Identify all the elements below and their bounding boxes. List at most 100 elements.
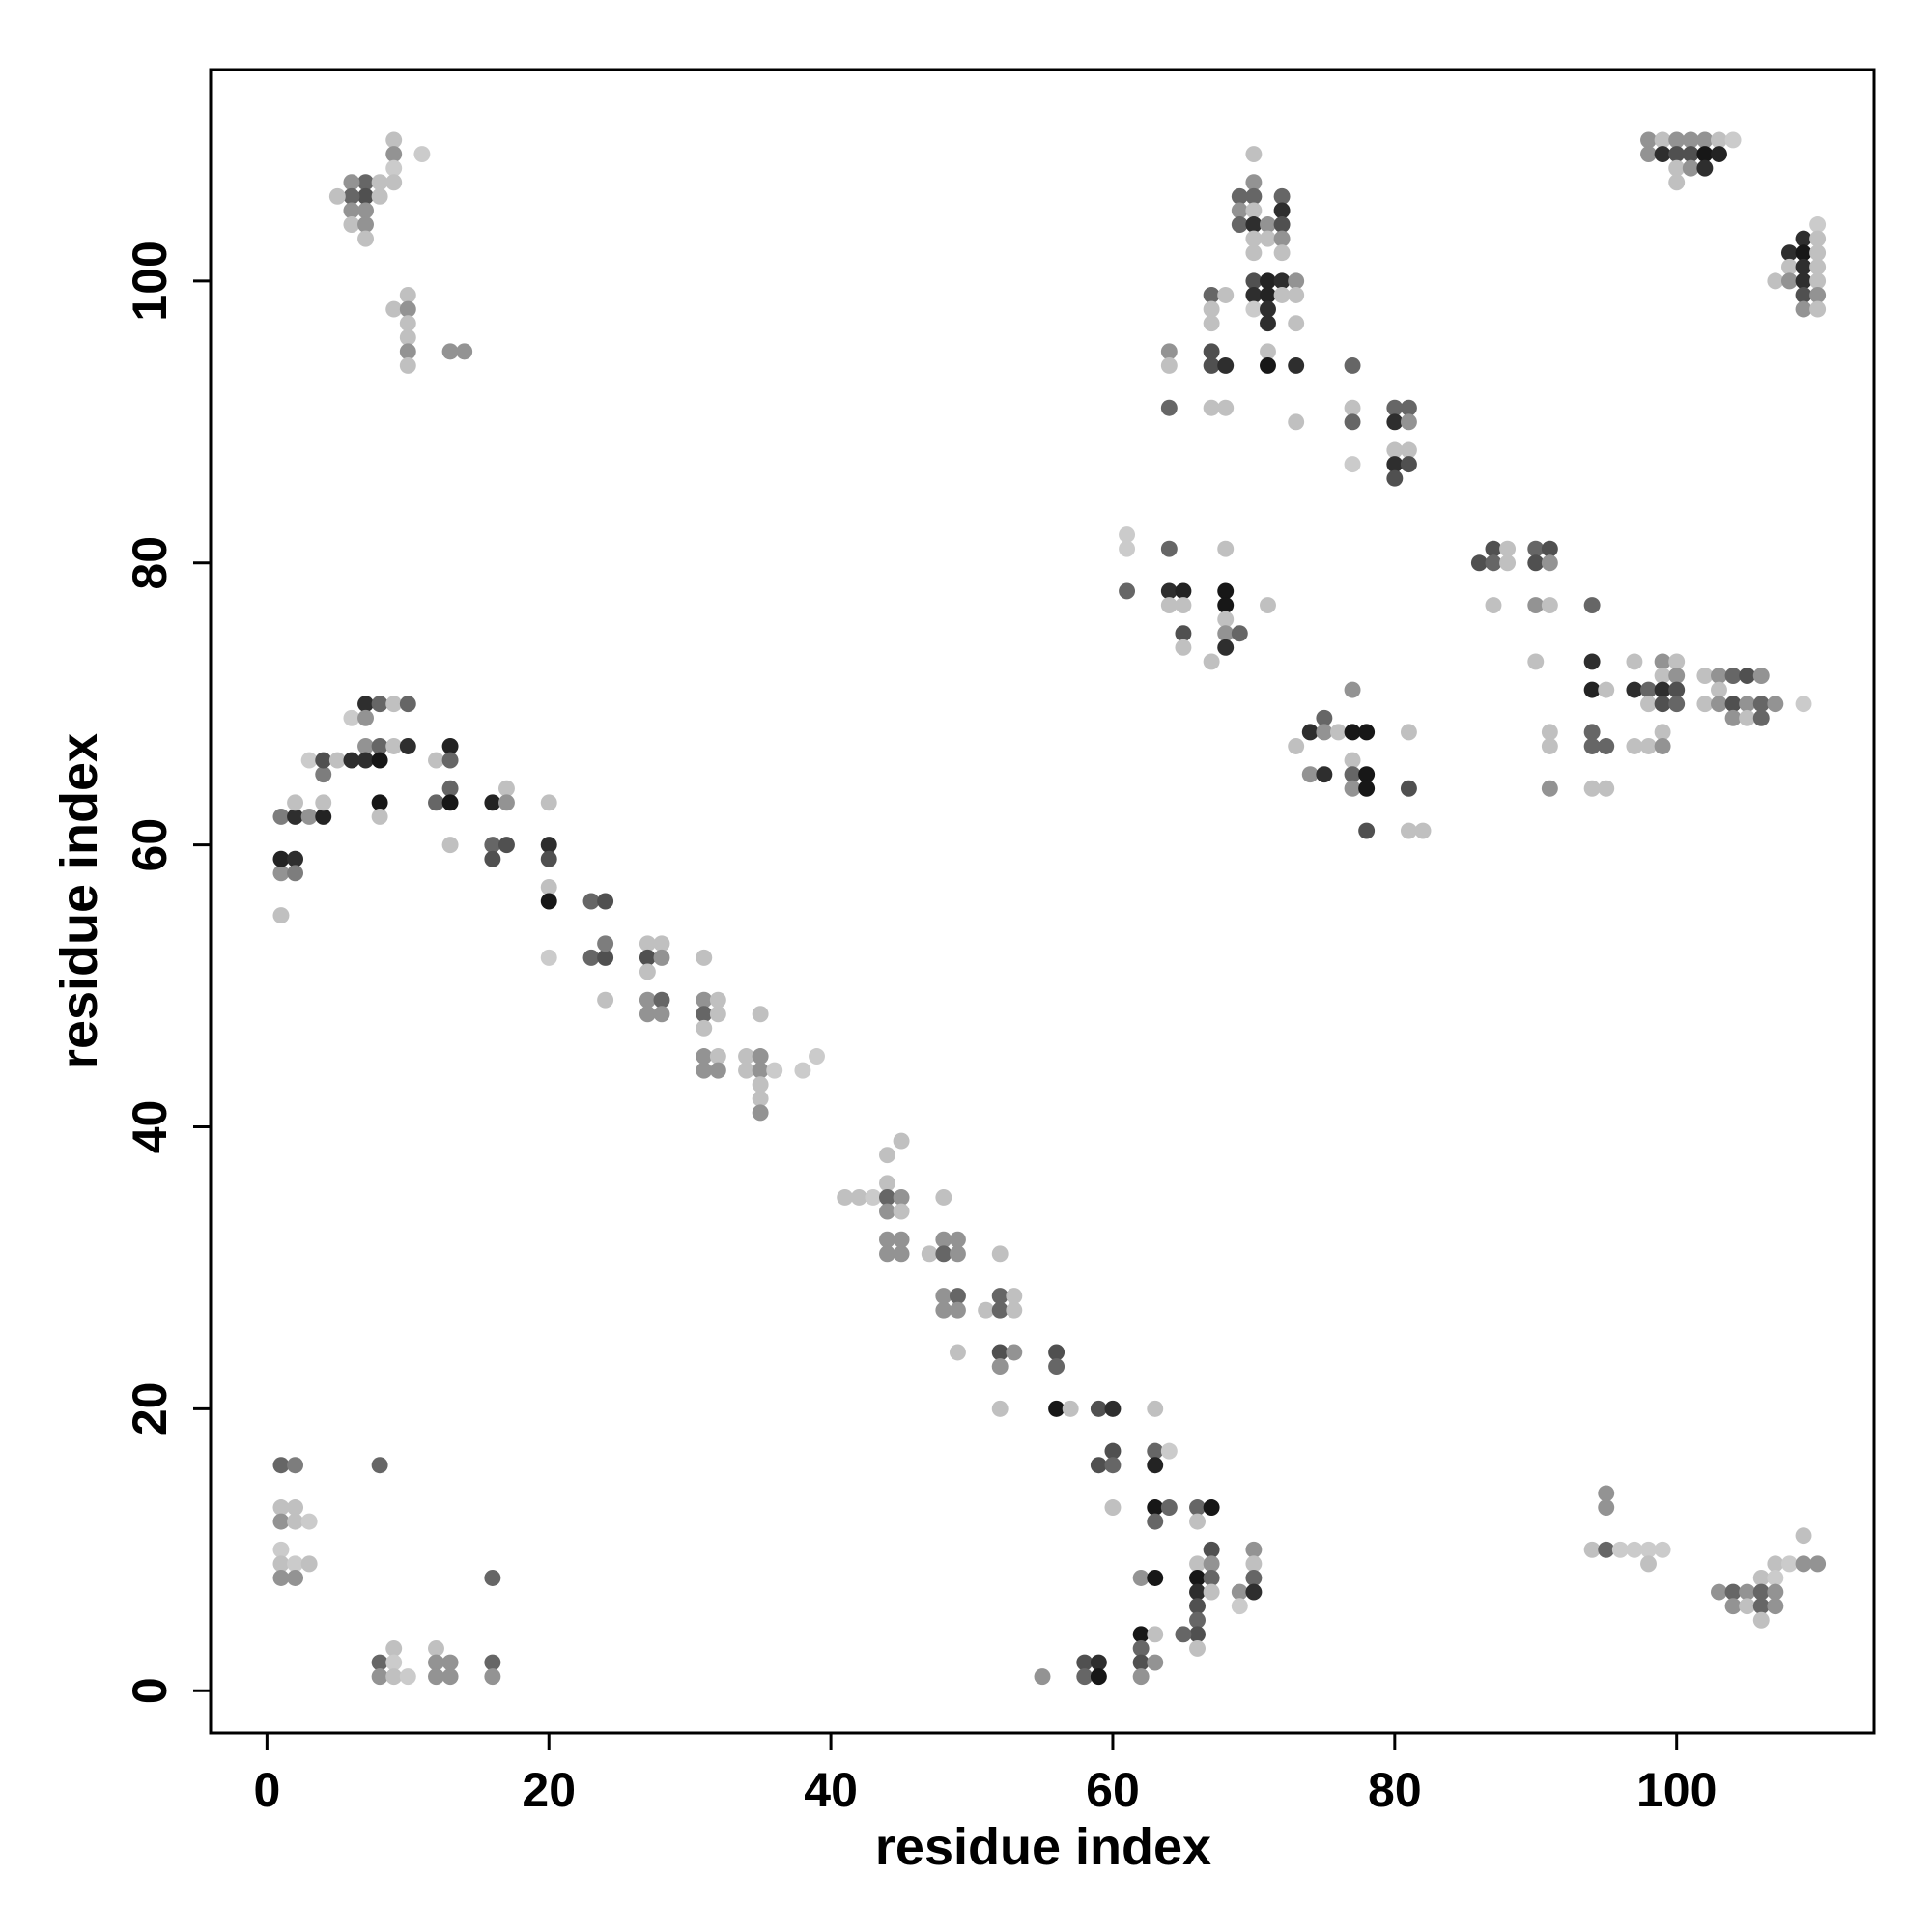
contact-point xyxy=(653,1006,670,1023)
contact-point xyxy=(272,850,290,867)
contact-point xyxy=(371,794,388,811)
contact-point xyxy=(1104,1499,1122,1516)
contact-point xyxy=(1273,244,1291,262)
contact-point xyxy=(1273,216,1291,233)
contact-point xyxy=(343,187,360,205)
contact-point xyxy=(343,752,360,769)
contact-point xyxy=(1795,1527,1812,1545)
contact-point xyxy=(1739,668,1756,684)
contact-point xyxy=(1724,696,1742,713)
y-axis-title: residue index xyxy=(50,733,108,1069)
contact-point xyxy=(1245,272,1263,290)
contact-point xyxy=(794,1062,811,1079)
contact-point xyxy=(484,850,501,867)
contact-point xyxy=(597,949,614,966)
contact-point xyxy=(1119,582,1136,600)
contact-point xyxy=(1260,315,1276,332)
contact-point xyxy=(371,187,388,205)
contact-point xyxy=(540,850,557,867)
x-tick-label: 40 xyxy=(804,1763,858,1817)
points-layer xyxy=(272,131,1827,1686)
contact-point xyxy=(428,752,444,769)
contact-point xyxy=(1724,709,1742,726)
contact-point xyxy=(1076,1668,1094,1686)
contact-point xyxy=(1203,287,1220,303)
contact-point xyxy=(1189,1583,1206,1601)
contact-point xyxy=(1583,724,1601,741)
contact-point xyxy=(1203,343,1220,360)
contact-point xyxy=(1668,131,1686,149)
contact-point xyxy=(991,1301,1009,1319)
contact-point xyxy=(1344,724,1361,741)
contact-point xyxy=(1203,1555,1220,1573)
contact-point xyxy=(1541,738,1558,754)
contact-point xyxy=(1809,1555,1827,1573)
contact-point xyxy=(1344,356,1361,374)
contact-point xyxy=(272,1457,290,1474)
contact-point xyxy=(1767,1598,1784,1615)
contact-point xyxy=(1780,244,1798,262)
contact-point xyxy=(484,1668,501,1686)
contact-point xyxy=(949,1344,966,1361)
contact-point xyxy=(1696,131,1714,149)
plot-frame xyxy=(209,68,1876,1735)
contact-point xyxy=(1598,681,1615,698)
contact-point xyxy=(343,709,360,726)
contact-point xyxy=(441,343,459,360)
contact-point xyxy=(1400,780,1417,797)
contact-point xyxy=(653,949,670,966)
contact-point xyxy=(1358,766,1376,783)
contact-point xyxy=(1654,131,1671,149)
contact-point xyxy=(1583,780,1601,797)
contact-point xyxy=(696,1048,713,1065)
contact-point xyxy=(1175,582,1192,600)
contact-point xyxy=(1795,272,1812,290)
contact-point xyxy=(484,794,501,811)
contact-point xyxy=(1626,653,1643,670)
contact-point xyxy=(1767,272,1784,290)
contact-point xyxy=(696,1006,713,1023)
contact-point xyxy=(385,146,403,163)
contact-point xyxy=(991,1358,1009,1376)
contact-point xyxy=(1344,456,1361,473)
contact-point xyxy=(1132,1626,1150,1643)
contact-point xyxy=(385,738,403,754)
contact-point xyxy=(371,174,388,191)
contact-point xyxy=(893,1203,910,1220)
contact-point xyxy=(1767,1583,1784,1601)
contact-point xyxy=(1795,300,1812,318)
contact-point xyxy=(1485,540,1502,557)
contact-point xyxy=(441,1654,459,1671)
contact-point xyxy=(371,1668,388,1686)
contact-point xyxy=(696,1019,713,1037)
contact-point xyxy=(1260,230,1276,247)
contact-point xyxy=(1160,343,1178,360)
contact-point xyxy=(1640,1555,1657,1573)
contact-point xyxy=(1809,258,1827,275)
contact-point xyxy=(597,991,614,1009)
contact-point xyxy=(272,1499,290,1516)
contact-point xyxy=(879,1147,895,1164)
contact-point xyxy=(738,1048,755,1065)
contact-point xyxy=(1668,653,1686,670)
contact-point xyxy=(1245,1583,1263,1601)
contact-point xyxy=(837,1188,854,1206)
contact-point xyxy=(653,991,670,1009)
contact-point xyxy=(1795,1555,1812,1573)
contact-point xyxy=(1147,1442,1164,1460)
contact-point xyxy=(428,1668,444,1686)
contact-point xyxy=(597,935,614,952)
contact-point xyxy=(879,1245,895,1263)
contact-point xyxy=(1245,1570,1263,1586)
contact-point xyxy=(696,949,713,966)
contact-point xyxy=(328,187,346,205)
y-tick-label: 40 xyxy=(123,1100,177,1154)
contact-point xyxy=(343,174,360,191)
contact-point xyxy=(1245,287,1263,303)
contact-point xyxy=(1795,230,1812,247)
contact-point xyxy=(879,1231,895,1248)
contact-point xyxy=(1231,625,1248,642)
contact-point xyxy=(1696,159,1714,177)
contact-point xyxy=(949,1245,966,1263)
